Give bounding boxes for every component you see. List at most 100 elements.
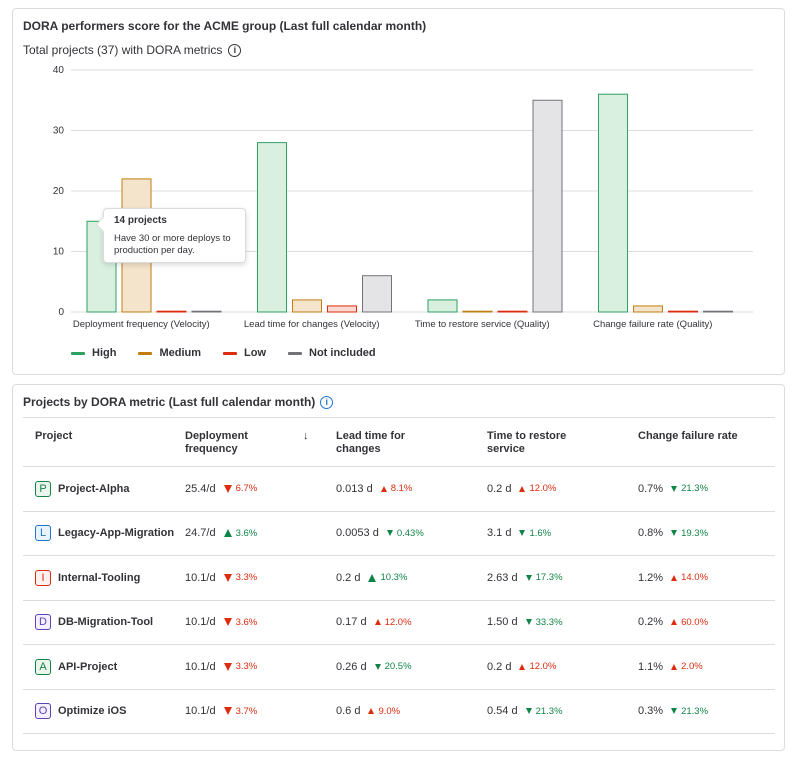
trend-percent: 1.6% (529, 527, 552, 539)
trend-indicator: 33.3% (525, 617, 563, 628)
bar-not-included[interactable] (703, 310, 733, 313)
trend-percent: 12.0% (529, 661, 557, 673)
trend-indicator: 20.5% (374, 661, 412, 673)
bar-high[interactable] (257, 142, 287, 313)
projects-table: Project Deployment frequency ↓ Lead time… (23, 417, 775, 734)
x-tick-label: Change failure rate (Quality) (593, 319, 712, 330)
bar-not-included[interactable] (362, 275, 392, 313)
bar-low[interactable] (156, 310, 187, 313)
legend-label: Medium (159, 347, 202, 359)
trend-percent: 9.0% (378, 705, 401, 717)
bar-not-included[interactable] (191, 310, 222, 313)
trend-indicator: 3.3% (223, 572, 257, 583)
trend-indicator: 2.0% (671, 661, 703, 672)
project-avatar: P (35, 480, 51, 497)
trend-percent: 3.6% (235, 527, 258, 539)
time-to-restore-cell: 0.2 d 12.0% (487, 645, 556, 689)
bar-low[interactable] (497, 310, 528, 313)
column-header-lead-time[interactable]: Lead time for changes (336, 430, 405, 456)
lead-time-value: 0.013 d (336, 482, 373, 495)
time-to-restore-value: 3.1 d (487, 527, 512, 540)
project-name-link[interactable]: API-Project (58, 660, 118, 673)
project-cell: D DB-Migration-Tool (35, 601, 153, 645)
trend-indicator: 1.6% (519, 528, 551, 539)
lead-time-value: 0.17 d (336, 616, 367, 629)
lead-time-value: 0.0053 d (336, 527, 379, 540)
legend-item-low[interactable]: Low (223, 347, 266, 359)
legend-swatch (288, 351, 303, 355)
legend-item-medium[interactable]: Medium (138, 347, 201, 359)
tooltip-body: Have 30 or more deploys to production pe… (114, 233, 231, 256)
chart-subtitle-text: Total projects (37) with DORA metrics (23, 43, 223, 57)
change-failure-rate-cell: 0.7% 21.3% (638, 467, 708, 511)
project-name-link[interactable]: Optimize iOS (58, 705, 127, 718)
trend-percent: 0.43% (396, 527, 424, 539)
chart-legend: High Medium Low Not included (71, 347, 376, 359)
bar-medium[interactable] (633, 305, 663, 313)
legend-label: Low (244, 347, 267, 359)
column-header-project[interactable]: Project (35, 430, 73, 442)
legend-item-high[interactable]: High (71, 347, 116, 359)
trend-down-icon (223, 484, 232, 493)
sort-arrow-down-icon[interactable]: ↓ (303, 430, 309, 442)
project-avatar: O (35, 703, 51, 720)
trend-percent: 19.3% (681, 527, 709, 539)
legend-label: Not included (309, 347, 376, 359)
y-tick-label: 10 (53, 247, 65, 258)
bar-high[interactable] (598, 93, 628, 313)
trend-indicator: 17.3% (525, 572, 563, 583)
info-icon[interactable]: i (228, 43, 242, 57)
lead-time-cell: 0.013 d 8.1% (336, 467, 412, 511)
legend-item-not-included[interactable]: Not included (288, 347, 376, 359)
table-row: A API-Project 10.1/d 3.3% 0.26 d 20.5% 0.2 d 12… (23, 645, 775, 690)
table-row: P Project-Alpha 25.4/d 6.7% 0.013 d 8.1% 0.2 d… (23, 467, 775, 512)
trend-percent: 10.3% (380, 572, 408, 584)
bar-medium[interactable] (462, 310, 493, 313)
project-name-link[interactable]: Internal-Tooling (58, 571, 141, 584)
trend-down-icon (671, 485, 678, 492)
bar-high[interactable] (427, 299, 458, 313)
x-tick-label: Time to restore service (Quality) (415, 319, 550, 330)
trend-down-icon (525, 619, 532, 626)
trend-indicator: 14.0% (671, 572, 708, 583)
change-failure-rate-value: 0.8% (638, 527, 664, 540)
bar-low[interactable] (327, 305, 357, 313)
change-failure-rate-cell: 0.2% 60.0% (638, 601, 708, 645)
project-name-link[interactable]: Project-Alpha (58, 482, 130, 495)
trend-down-icon (374, 663, 381, 670)
trend-indicator: 3.3% (223, 661, 257, 672)
deployment-frequency-value: 10.1/d (185, 660, 216, 673)
column-header-deployment-frequency[interactable]: Deployment frequency (185, 430, 248, 456)
bar-low[interactable] (668, 310, 698, 313)
column-header-deployment-line1: Deployment (185, 430, 248, 442)
project-cell: P Project-Alpha (35, 467, 130, 511)
x-tick-label: Deployment frequency (Velocity) (73, 319, 210, 330)
column-header-time-to-restore[interactable]: Time to restore service (487, 430, 566, 456)
trend-indicator: 12.0% (374, 617, 412, 628)
project-avatar: L (35, 525, 51, 542)
lead-time-cell: 0.17 d 12.0% (336, 601, 412, 645)
trend-down-icon (223, 707, 232, 716)
deployment-frequency-value: 10.1/d (185, 616, 216, 629)
lead-time-cell: 0.26 d 20.5% (336, 645, 412, 689)
trend-up-icon (223, 529, 232, 538)
y-tick-label: 40 (53, 65, 65, 76)
deployment-frequency-cell: 10.1/d 3.3% (185, 645, 257, 689)
project-name-link[interactable]: DB-Migration-Tool (58, 616, 154, 629)
trend-indicator: 9.0% (368, 706, 400, 717)
deployment-frequency-cell: 10.1/d 3.6% (185, 601, 257, 645)
chart-tooltip: 14 projects Have 30 or more deploys to p… (103, 208, 246, 263)
bar-not-included[interactable] (532, 99, 563, 313)
y-tick-label: 0 (58, 307, 64, 318)
trend-down-icon (223, 662, 232, 671)
bar-medium[interactable] (292, 299, 322, 313)
change-failure-rate-value: 1.2% (638, 571, 664, 584)
column-header-change-failure-rate[interactable]: Change failure rate (638, 430, 738, 442)
column-header-lead-line2: changes (336, 443, 381, 455)
trend-down-icon (223, 573, 232, 582)
project-name-link[interactable]: Legacy-App-Migration (58, 527, 175, 540)
trend-percent: 20.5% (384, 661, 412, 673)
change-failure-rate-cell: 1.2% 14.0% (638, 556, 708, 600)
time-to-restore-value: 0.2 d (487, 482, 512, 495)
info-icon[interactable]: i (320, 395, 334, 409)
